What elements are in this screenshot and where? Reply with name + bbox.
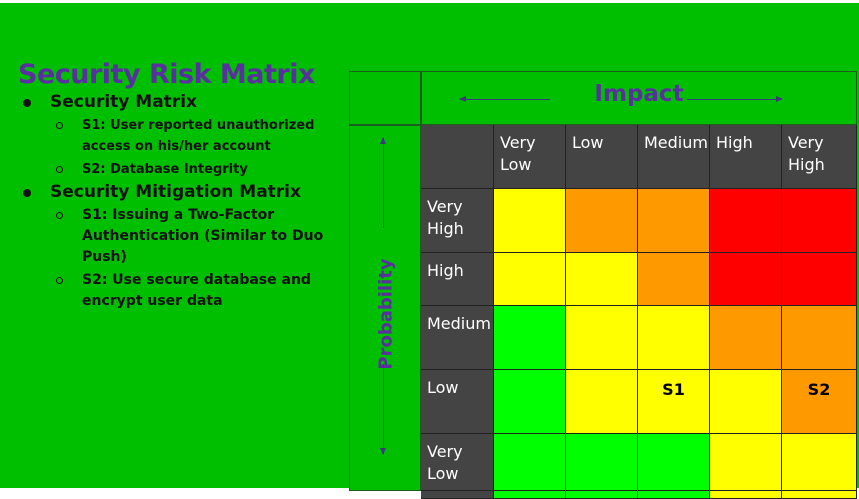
bullet-dot-icon — [23, 99, 31, 107]
slide: Security Risk Matrix Security Matrix S1:… — [0, 3, 859, 499]
risk-cell — [638, 189, 710, 253]
risk-cell — [566, 370, 638, 434]
sub-bullet: S1: User reported unauthorized access on… — [20, 115, 345, 157]
impact-level-header: High — [710, 125, 782, 189]
impact-level-header: Medium — [638, 125, 710, 189]
bullet-mitigation-matrix: Security Mitigation Matrix — [20, 182, 345, 203]
matrix-corner — [349, 71, 421, 125]
grid-overflow-cell — [638, 491, 710, 499]
risk-cell — [782, 189, 857, 253]
risk-cell — [494, 253, 566, 306]
sub-bullet-text: S2: Database Integrity — [82, 162, 248, 177]
impact-header: Impact — [421, 71, 857, 125]
impact-axis-label: Impact — [594, 81, 684, 107]
risk-cell — [494, 434, 566, 491]
bullet-ring-icon — [56, 277, 63, 284]
risk-cell — [782, 306, 857, 370]
risk-cell: S2 — [782, 370, 857, 434]
risk-cell — [638, 434, 710, 491]
bullet-text: Security Matrix — [50, 92, 197, 112]
arrow-up-icon — [380, 137, 386, 228]
risk-cell — [782, 253, 857, 306]
probability-axis-label: Probability — [375, 258, 397, 370]
risk-cell — [710, 434, 782, 491]
grid-overflow-cell — [494, 491, 566, 499]
sub-bullet-text: S2: Use secure database and encrypt user… — [82, 272, 311, 309]
risk-matrix: Impact Probability Very Low Low Medium High… — [349, 71, 857, 499]
risk-cell — [494, 370, 566, 434]
probability-level-header: High — [421, 253, 494, 306]
risk-marker: S2 — [807, 380, 831, 399]
probability-level-header: Medium — [421, 306, 494, 370]
risk-marker: S1 — [662, 380, 685, 399]
risk-cell — [494, 306, 566, 370]
risk-cell — [566, 306, 638, 370]
matrix-corner-cell — [421, 125, 494, 189]
sub-bullet-text: S1: User reported unauthorized access on… — [82, 118, 315, 154]
bullet-security-matrix: Security Matrix — [20, 92, 345, 113]
risk-cell — [710, 189, 782, 253]
risk-cell — [710, 370, 782, 434]
grid-overflow-cell — [782, 491, 857, 499]
risk-cell — [782, 434, 857, 491]
risk-cell — [566, 253, 638, 306]
risk-cell — [638, 306, 710, 370]
bullet-ring-icon — [56, 166, 63, 173]
arrow-down-icon — [380, 364, 386, 455]
impact-level-header: Very Low — [494, 125, 566, 189]
risk-cell: S1 — [638, 370, 710, 434]
bullet-ring-icon — [56, 212, 63, 219]
impact-level-header: Low — [566, 125, 638, 189]
matrix-grid: Very Low Low Medium High Very High Very High H… — [421, 125, 857, 499]
bullet-list: Security Matrix S1: User reported unauth… — [20, 92, 345, 314]
bullet-dot-icon — [23, 189, 31, 197]
risk-cell — [494, 189, 566, 253]
risk-cell — [638, 253, 710, 306]
probability-header: Probability — [349, 125, 421, 491]
arrow-left-icon — [459, 96, 550, 102]
risk-cell — [566, 189, 638, 253]
sub-bullet: S2: Use secure database and encrypt user… — [20, 270, 345, 312]
grid-overflow-cell — [421, 491, 494, 499]
grid-overflow-cell — [710, 491, 782, 499]
probability-level-header: Very Low — [421, 434, 494, 491]
bullet-text: Security Mitigation Matrix — [50, 182, 301, 202]
arrow-right-icon — [687, 96, 783, 102]
sub-bullet: S1: Issuing a Two-Factor Authentication … — [20, 205, 345, 268]
impact-level-header: Very High — [782, 125, 857, 189]
slide-title: Security Risk Matrix — [18, 59, 315, 90]
risk-cell — [710, 253, 782, 306]
grid-overflow-cell — [566, 491, 638, 499]
risk-cell — [710, 306, 782, 370]
sub-bullet: S2: Database Integrity — [20, 159, 345, 180]
probability-level-header: Low — [421, 370, 494, 434]
risk-cell — [566, 434, 638, 491]
probability-level-header: Very High — [421, 189, 494, 253]
bullet-ring-icon — [56, 122, 63, 129]
sub-bullet-text: S1: Issuing a Two-Factor Authentication … — [82, 207, 324, 265]
